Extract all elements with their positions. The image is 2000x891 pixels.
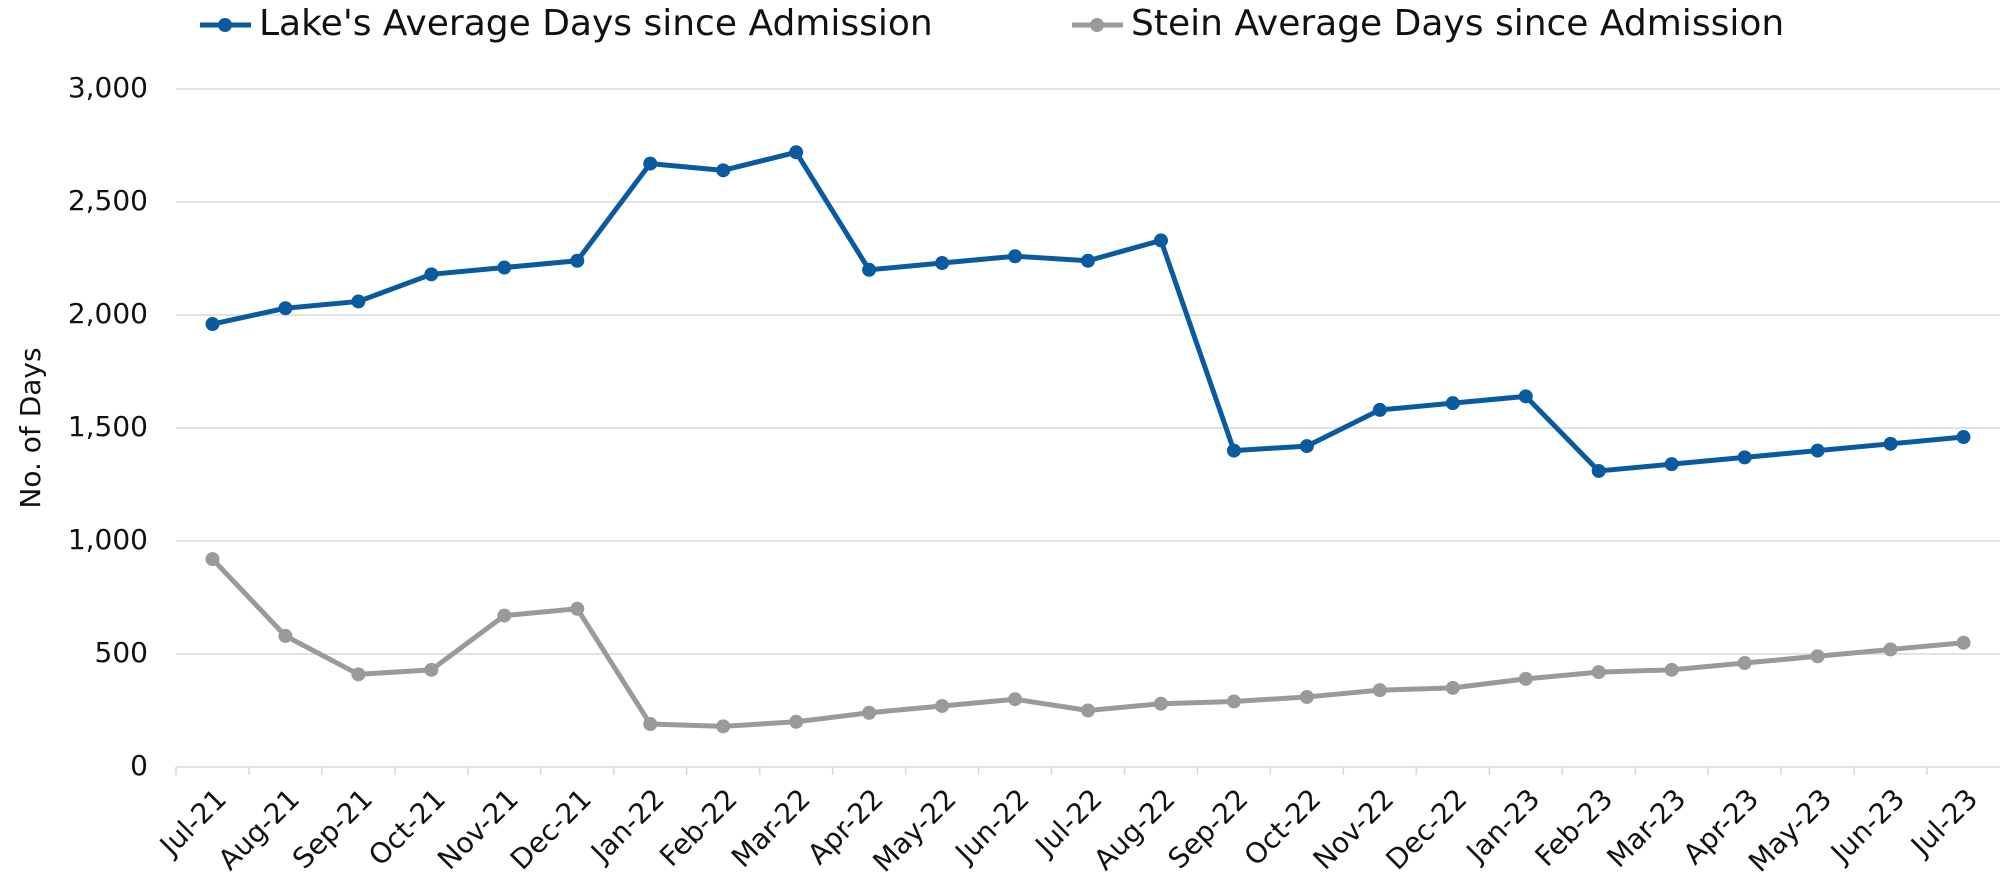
data-point bbox=[935, 256, 950, 271]
x-tick-label: Aug-21 bbox=[212, 782, 306, 876]
data-point bbox=[1008, 249, 1023, 264]
data-point bbox=[1883, 436, 1898, 451]
data-point bbox=[205, 552, 220, 567]
data-point bbox=[497, 608, 512, 623]
data-point bbox=[716, 163, 731, 178]
x-tick-label: Jun-23 bbox=[1823, 782, 1911, 870]
y-tick-label: 0 bbox=[130, 749, 148, 782]
x-tick-label: Jul-23 bbox=[1903, 782, 1984, 863]
data-point bbox=[424, 662, 439, 677]
data-point bbox=[1883, 642, 1898, 657]
x-tick-label: Nov-21 bbox=[431, 782, 525, 876]
data-point bbox=[643, 156, 658, 171]
x-tick-label: May-22 bbox=[866, 782, 962, 878]
x-tick-label: Dec-22 bbox=[1379, 782, 1473, 876]
legend-text: Stein Average Days since Admission bbox=[1131, 3, 1784, 44]
x-tick-label: Nov-22 bbox=[1307, 782, 1401, 876]
data-point bbox=[862, 262, 877, 277]
data-point bbox=[1956, 635, 1971, 650]
x-tick-label: Dec-21 bbox=[504, 782, 598, 876]
data-point bbox=[1081, 703, 1095, 718]
x-tick-label: Jan-22 bbox=[583, 782, 671, 870]
legend-marker bbox=[218, 18, 232, 32]
data-point bbox=[1372, 683, 1387, 698]
data-point bbox=[789, 714, 804, 729]
data-point bbox=[1299, 689, 1314, 704]
series-line bbox=[210, 557, 1964, 729]
data-point bbox=[789, 145, 804, 160]
data-point bbox=[570, 253, 585, 268]
data-point bbox=[1299, 439, 1314, 454]
data-point bbox=[1810, 649, 1825, 664]
x-tick-label: May-23 bbox=[1742, 782, 1838, 878]
data-point bbox=[1226, 694, 1241, 709]
data-point bbox=[1956, 430, 1971, 445]
x-tick-label: Sep-22 bbox=[1162, 782, 1255, 875]
y-tick-label: 1,000 bbox=[68, 523, 148, 556]
series-line bbox=[211, 149, 1964, 474]
data-point bbox=[205, 317, 220, 332]
data-point bbox=[351, 294, 366, 309]
legend-marker bbox=[1090, 18, 1104, 32]
data-point bbox=[1372, 402, 1387, 417]
y-tick-label: 2,500 bbox=[68, 184, 148, 217]
data-point bbox=[1226, 443, 1241, 458]
data-point bbox=[351, 667, 366, 682]
x-tick-label: Feb-23 bbox=[1529, 782, 1620, 873]
y-tick-label: 3,000 bbox=[68, 71, 148, 104]
data-point bbox=[1664, 457, 1679, 472]
data-point bbox=[1664, 662, 1679, 677]
data-point bbox=[1737, 656, 1752, 671]
x-tick-label: Jan-23 bbox=[1459, 782, 1547, 870]
data-point bbox=[935, 698, 950, 713]
data-point bbox=[1810, 443, 1825, 458]
x-tick-label: Aug-22 bbox=[1087, 782, 1181, 876]
data-point bbox=[1591, 463, 1606, 478]
legend-text: Lake's Average Days since Admission bbox=[259, 3, 933, 44]
data-point bbox=[1153, 233, 1168, 248]
x-tick-label: Feb-22 bbox=[653, 782, 744, 873]
data-point bbox=[716, 719, 731, 734]
data-point bbox=[424, 267, 439, 282]
data-point bbox=[1518, 671, 1533, 686]
data-point bbox=[1518, 389, 1533, 404]
data-point bbox=[1153, 696, 1168, 711]
y-axis-label: No. of Days bbox=[14, 347, 47, 508]
data-point bbox=[278, 301, 293, 316]
data-point bbox=[497, 260, 512, 275]
y-tick-label: 500 bbox=[95, 636, 148, 669]
data-point bbox=[643, 717, 658, 732]
data-point bbox=[1591, 665, 1606, 680]
data-point bbox=[862, 705, 877, 720]
x-tick-label: Mar-22 bbox=[725, 782, 817, 874]
y-tick-label: 2,000 bbox=[68, 297, 148, 330]
x-tick-label: Sep-21 bbox=[286, 782, 379, 875]
data-point bbox=[1081, 253, 1095, 268]
x-tick-label: Jun-22 bbox=[948, 782, 1036, 870]
y-tick-label: 1,500 bbox=[68, 410, 148, 443]
data-point bbox=[1008, 692, 1023, 707]
data-point bbox=[1445, 680, 1460, 695]
data-point bbox=[570, 601, 585, 616]
x-tick-label: Mar-23 bbox=[1601, 782, 1693, 874]
data-point bbox=[1445, 396, 1460, 411]
data-point bbox=[278, 628, 293, 643]
data-point bbox=[1737, 450, 1752, 465]
